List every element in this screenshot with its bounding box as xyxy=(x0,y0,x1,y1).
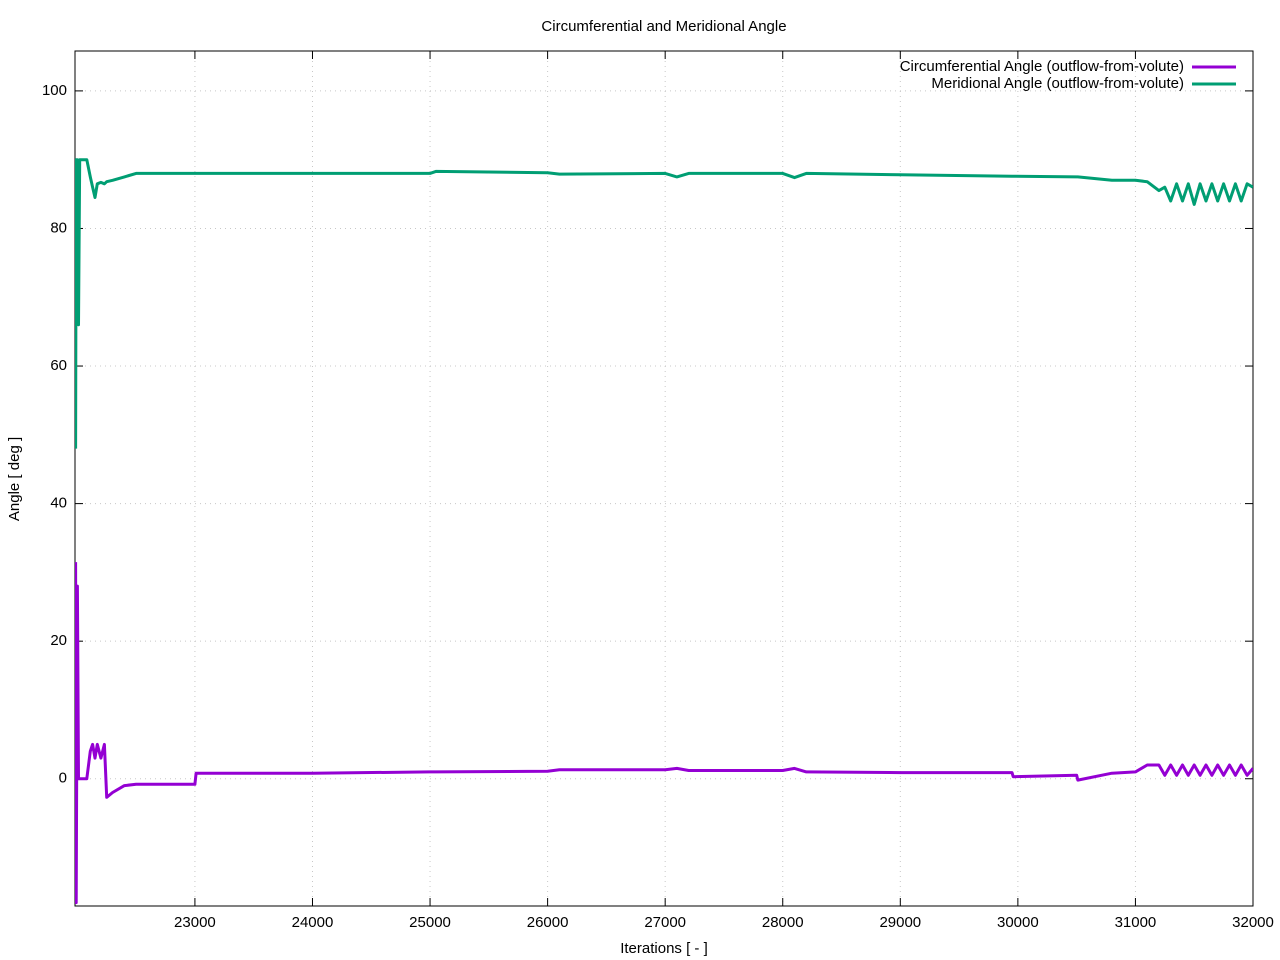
plot-border xyxy=(74,50,1254,907)
x-tick-label: 25000 xyxy=(409,914,451,931)
x-tick-label: 28000 xyxy=(762,914,804,931)
y-tick-label: 60 xyxy=(50,357,67,374)
y-tick-label: 80 xyxy=(50,219,67,236)
chart-title: Circumferential and Meridional Angle xyxy=(541,18,786,35)
x-tick-label: 24000 xyxy=(292,914,334,931)
series-line xyxy=(75,562,1253,905)
y-axis-label: Angle [ deg ] xyxy=(6,437,23,521)
plot-area xyxy=(75,158,1253,905)
x-tick-label: 29000 xyxy=(879,914,921,931)
x-tick-label: 32000 xyxy=(1232,914,1274,931)
y-tick-label: 40 xyxy=(50,495,67,512)
y-tick-label: 0 xyxy=(59,770,67,787)
series-line xyxy=(75,158,1253,449)
y-tick-label: 100 xyxy=(42,82,67,99)
x-tick-label: 30000 xyxy=(997,914,1039,931)
x-tick-label: 31000 xyxy=(1115,914,1157,931)
x-axis-label: Iterations [ - ] xyxy=(620,940,708,957)
x-tick-label: 23000 xyxy=(174,914,216,931)
legend-label: Circumferential Angle (outflow-from-volu… xyxy=(900,58,1184,75)
x-tick-label: 27000 xyxy=(644,914,686,931)
legend-label: Meridional Angle (outflow-from-volute) xyxy=(931,75,1184,92)
y-tick-label: 20 xyxy=(50,632,67,649)
x-tick-label: 26000 xyxy=(527,914,569,931)
